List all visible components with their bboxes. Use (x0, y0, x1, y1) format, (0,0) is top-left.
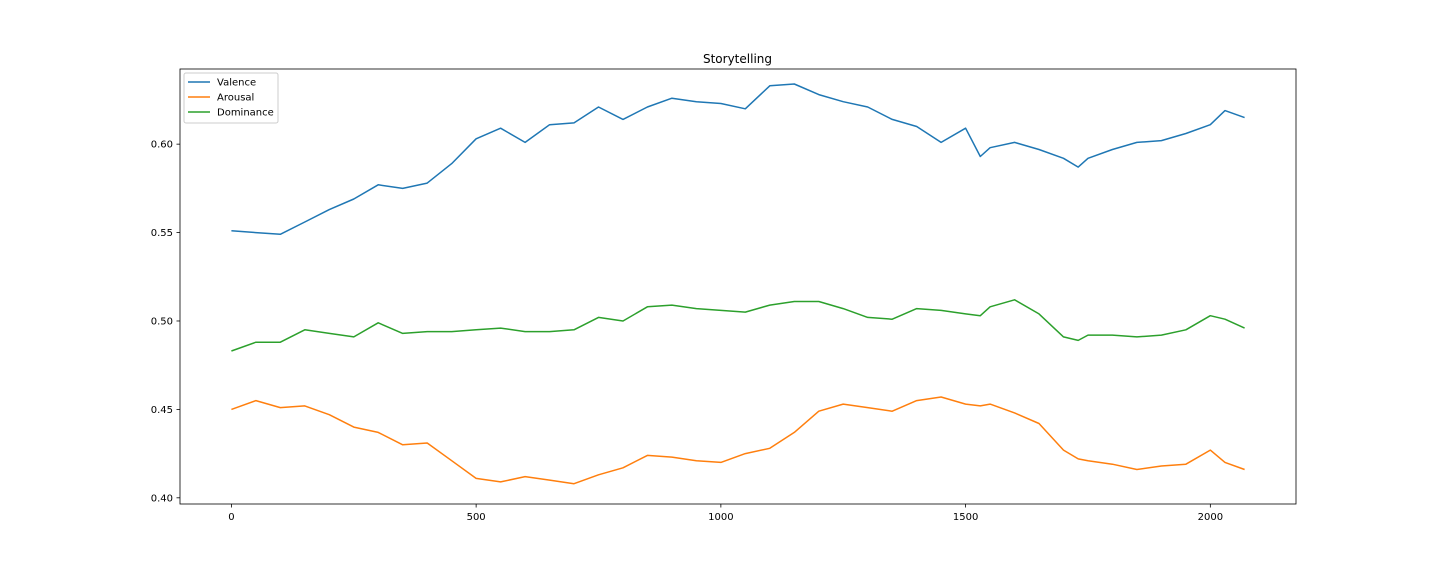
y-tick-label: 0.55 (151, 228, 173, 239)
x-tick-label: 0 (228, 512, 234, 523)
chart-title: Storytelling (703, 52, 772, 66)
legend-label-dominance: Dominance (217, 108, 274, 119)
y-tick-label: 0.60 (151, 140, 173, 151)
plot-lines (231, 83, 1245, 485)
x-tick-label: 1000 (708, 512, 733, 523)
legend: Valence Arousal Dominance (183, 72, 279, 124)
x-axis: 0 500 1000 1500 2000 (228, 504, 1223, 523)
legend-label-valence: Valence (217, 78, 256, 89)
plot-frame (179, 68, 1297, 505)
y-tick-label: 0.40 (151, 493, 173, 504)
y-tick-label: 0.50 (151, 316, 173, 327)
series-line-dominance (231, 299, 1245, 352)
y-axis: 0.40 0.45 0.50 0.55 0.60 (151, 140, 180, 504)
series-line-valence (231, 83, 1245, 236)
legend-frame (183, 72, 279, 124)
legend-label-arousal: Arousal (217, 93, 254, 104)
series-line-arousal (231, 396, 1245, 485)
x-tick-label: 2000 (1198, 512, 1223, 523)
x-tick-label: 500 (467, 512, 486, 523)
y-tick-label: 0.45 (151, 405, 173, 416)
x-tick-label: 1500 (953, 512, 978, 523)
